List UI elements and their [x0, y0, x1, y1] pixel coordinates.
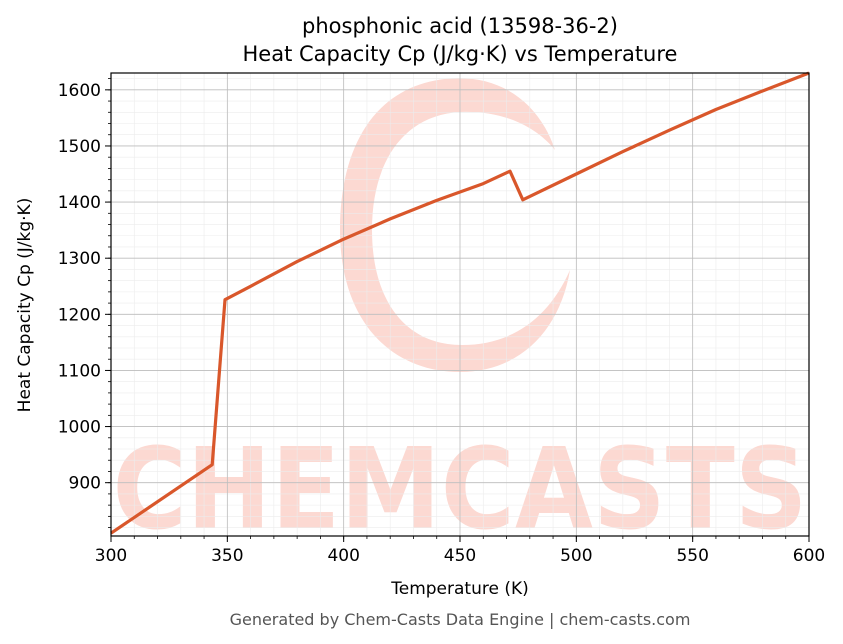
- y-tick-label: 1100: [58, 361, 101, 381]
- grid: [110, 73, 810, 536]
- ticks: 300 350 400 450 500 550 600 900 1000 1100 1200 1300…: [58, 78, 825, 566]
- x-axis-label: Temperature (K): [390, 579, 529, 599]
- x-tick-label: 400: [327, 546, 359, 566]
- chart-title-line2: Heat Capacity Cp (J/kg·K) vs Temperature: [243, 42, 678, 66]
- x-tick-label: 500: [560, 546, 592, 566]
- series: [110, 71, 810, 535]
- x-tick-label: 300: [95, 546, 127, 566]
- y-tick-label: 1600: [58, 81, 101, 101]
- x-tick-label: 450: [444, 546, 476, 566]
- y-tick-label: 900: [69, 474, 101, 494]
- chart-title-line1: phosphonic acid (13598-36-2): [302, 14, 618, 38]
- series-line-0: [110, 71, 810, 535]
- y-tick-label: 1200: [58, 305, 101, 325]
- y-tick-label: 1500: [58, 137, 101, 157]
- footer-text: Generated by Chem-Casts Data Engine | ch…: [230, 610, 691, 629]
- x-tick-label: 550: [676, 546, 708, 566]
- y-tick-label: 1300: [58, 249, 101, 269]
- x-tick-label: 350: [211, 546, 243, 566]
- x-tick-label: 600: [793, 546, 825, 566]
- y-tick-label: 1000: [58, 418, 101, 438]
- y-tick-label: 1400: [58, 193, 101, 213]
- y-axis-label: Heat Capacity Cp (J/kg·K): [15, 198, 35, 413]
